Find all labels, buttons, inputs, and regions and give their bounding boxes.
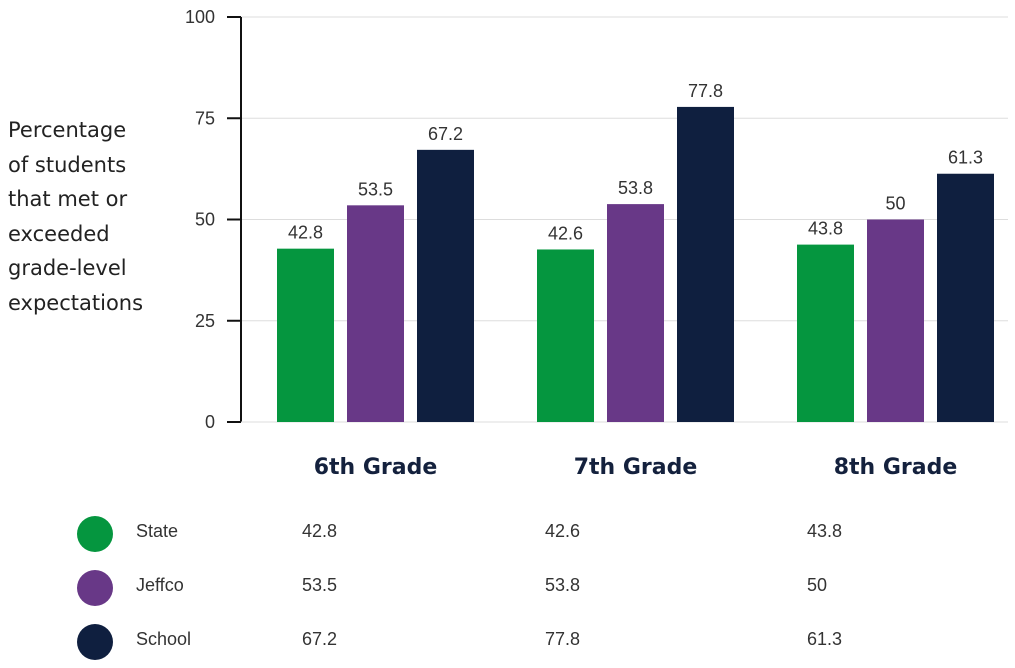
y-tick-label: 50 <box>195 210 215 230</box>
legend-table-value: 43.8 <box>807 521 842 541</box>
legend-table-value: 42.6 <box>545 521 580 541</box>
bar-school <box>677 106 734 422</box>
legend-table-value: 67.2 <box>302 629 337 649</box>
bar-value-label: 42.8 <box>288 223 323 243</box>
bar-jeffco <box>347 205 404 422</box>
legend-swatch-state <box>77 516 113 552</box>
bar-value-label: 61.3 <box>948 148 983 168</box>
y-tick-label: 75 <box>195 108 215 128</box>
bar-value-label: 53.8 <box>618 178 653 198</box>
bar-value-label: 42.6 <box>548 223 583 243</box>
bar-jeffco <box>607 204 664 422</box>
legend-series-name: Jeffco <box>136 575 184 595</box>
legend-table-value: 61.3 <box>807 629 842 649</box>
bar-school <box>417 149 474 422</box>
category-label: 6th Grade <box>314 455 438 480</box>
legend-table-value: 53.8 <box>545 575 580 595</box>
bar-value-label: 50 <box>885 194 905 214</box>
y-tick-label: 0 <box>205 412 215 432</box>
y-tick-label: 25 <box>195 311 215 331</box>
legend-series-name: State <box>136 521 178 541</box>
legend-series-name: School <box>136 629 191 649</box>
category-label: 8th Grade <box>834 455 958 480</box>
legend-swatch-jeffco <box>77 570 113 606</box>
bar-value-label: 77.8 <box>688 81 723 101</box>
legend-table-value: 42.8 <box>302 521 337 541</box>
bar-value-label: 53.5 <box>358 179 393 199</box>
bar-jeffco <box>867 219 924 422</box>
bar-state <box>797 244 854 422</box>
y-axis-label: Percentage of students that met or excee… <box>8 118 144 315</box>
legend-swatch-school <box>77 624 113 660</box>
bar-school <box>937 173 994 422</box>
bar-value-label: 67.2 <box>428 124 463 144</box>
bar-state <box>537 249 594 422</box>
category-label: 7th Grade <box>574 455 698 480</box>
legend-table-value: 77.8 <box>545 629 580 649</box>
bar-state <box>277 248 334 422</box>
bar-value-label: 43.8 <box>808 219 843 239</box>
legend-table-value: 53.5 <box>302 575 337 595</box>
legend-table-value: 50 <box>807 575 827 595</box>
y-tick-label: 100 <box>185 7 215 27</box>
